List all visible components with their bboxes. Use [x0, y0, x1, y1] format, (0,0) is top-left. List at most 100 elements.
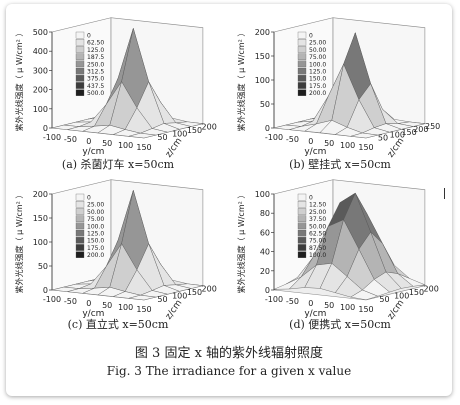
depth-tick-label: 100 [172, 292, 187, 301]
z-tick-label: 50 [38, 262, 48, 271]
legend-swatch [75, 215, 85, 222]
y-axis: -100 -50 0 50 100 150 y/cm [265, 133, 374, 157]
z-axis-label: 紫外光线强度（ μ W/cm² ） [236, 29, 246, 132]
legend-label: 50.00 [309, 223, 326, 230]
y-tick-label: 100 [340, 303, 355, 312]
legend-label: 0 [309, 33, 313, 40]
z-tick-label: 0 [265, 286, 270, 295]
y-tick-label: -50 [286, 297, 299, 306]
legend-label: 500.0 [87, 90, 104, 97]
y-tick-label: -50 [286, 135, 299, 144]
legend: 062.50125.0187.5250.0312.5375.0437.5500.… [75, 31, 104, 97]
y-tick-label: 100 [118, 303, 133, 312]
z-tick-label: 0 [43, 286, 48, 295]
legend-label: 0 [309, 195, 313, 202]
legend-swatch [75, 46, 85, 53]
figure-title-en: Fig. 3 The irradiance for a given x valu… [106, 364, 352, 378]
legend-swatch [75, 208, 85, 215]
z-tick-label: 100 [255, 76, 270, 85]
legend-swatch [75, 75, 85, 82]
y-axis-label: y/cm [304, 147, 326, 157]
z-tick-label: 40 [260, 248, 270, 257]
y-tick-label: 0 [308, 299, 313, 308]
depth-tick-label: 150 [187, 288, 202, 297]
y-axis: -100 -50 0 50 100 150 y/cm [265, 295, 374, 319]
figure-title-cn: 图 3 固定 x 轴的紫外线辐射照度 [134, 346, 324, 361]
z-tick-label: 50 [260, 100, 270, 109]
z-axis-label: 紫外光线强度（ μ W/cm² ） [14, 191, 24, 294]
y-tick-label: 0 [308, 137, 313, 146]
y-tick-label: -100 [43, 295, 61, 304]
panel-c: 0 50 100 150 200 紫外光线强度（ μ W/cm² ） -100 -50 0 50 1… [10, 172, 226, 332]
legend-label: 125.0 [87, 47, 104, 54]
z-tick-label: 100 [255, 190, 270, 199]
figure: 0 100 200 300 400 500 紫外光线强度（ μ W/cm² ） -100 -50… [6, 4, 452, 396]
z-tick-label: 100 [33, 105, 48, 114]
y-tick-label: 50 [102, 139, 112, 148]
depth-tick-label: 100 [172, 130, 187, 139]
legend-swatch [75, 229, 85, 237]
legend-swatch [297, 82, 307, 89]
legend-label: 150.0 [87, 238, 104, 245]
legend-swatch [297, 46, 307, 53]
legend-label: 62.50 [87, 40, 104, 47]
legend-swatch [75, 60, 85, 68]
depth-tick-label: 150 [401, 128, 416, 137]
legend-swatch [75, 67, 85, 75]
legend-swatch [297, 244, 307, 251]
y-tick-label: 50 [324, 301, 334, 310]
depth-tick-label: 200 [413, 125, 428, 134]
legend-label: 25.00 [309, 209, 326, 216]
depth-tick-label: 150 [187, 126, 202, 135]
surface [51, 189, 203, 301]
z-tick-label: 200 [255, 28, 270, 37]
legend-swatch [75, 89, 85, 96]
y-tick-label: 150 [358, 143, 373, 152]
legend-swatch [297, 208, 307, 215]
chart-d: 0 20 40 60 80 100 紫外光线强度（ μ W/cm² ） -100 -50 0 50 1… [236, 179, 439, 322]
z-tick-label: 500 [33, 28, 48, 37]
legend-swatch [75, 222, 85, 230]
z-tick-label: 150 [255, 52, 270, 61]
z-tick-label: 200 [33, 190, 48, 199]
legend-label: 0 [87, 195, 91, 202]
legend-label: 75.00 [309, 54, 326, 61]
legend-label: 75.00 [87, 216, 104, 223]
depth-tick-label: 200 [424, 284, 439, 293]
legend: 025.0050.0075.00100.0125.0150.0175.0200.… [297, 31, 326, 97]
legend-label: 375.0 [87, 76, 104, 83]
legend-label: 125.0 [87, 231, 104, 238]
z-tick-label: 200 [33, 86, 48, 95]
legend-label: 100.0 [309, 252, 326, 259]
caption-a: (a) 杀菌灯车 x=50cm [61, 158, 175, 171]
depth-tick-label: 200 [202, 284, 217, 293]
y-tick-label: 150 [136, 305, 151, 314]
z-tick-label: 80 [260, 209, 270, 218]
legend-swatch [75, 53, 85, 60]
legend-swatch [75, 244, 85, 251]
depth-tick-label: 200 [202, 122, 217, 131]
y-tick-label: 0 [86, 137, 91, 146]
y-axis: -100 -50 0 50 100 150 y/cm [43, 295, 152, 319]
legend-swatch [297, 215, 307, 222]
legend-label: 200.0 [309, 90, 326, 97]
legend-label: 150.0 [309, 76, 326, 83]
legend-swatch [297, 222, 307, 230]
depth-tick-label: 50 [157, 295, 167, 304]
legend-swatch [75, 201, 85, 208]
y-axis-label: y/cm [82, 309, 104, 319]
legend-label: 175.0 [309, 83, 326, 90]
y-tick-label: -50 [64, 135, 77, 144]
y-tick-label: 0 [86, 299, 91, 308]
surface [273, 32, 425, 139]
legend-label: 87.50 [309, 245, 326, 252]
z-axis: 0 50 100 150 200 紫外光线强度（ μ W/cm² ） [14, 190, 53, 295]
z-tick-label: 0 [265, 124, 270, 133]
legend-label: 125.0 [309, 69, 326, 76]
caption-b: (b) 壁挂式 x=50cm [289, 158, 391, 171]
legend-swatch [75, 82, 85, 89]
legend-label: 175.0 [87, 245, 104, 252]
legend-label: 12.50 [309, 202, 326, 209]
